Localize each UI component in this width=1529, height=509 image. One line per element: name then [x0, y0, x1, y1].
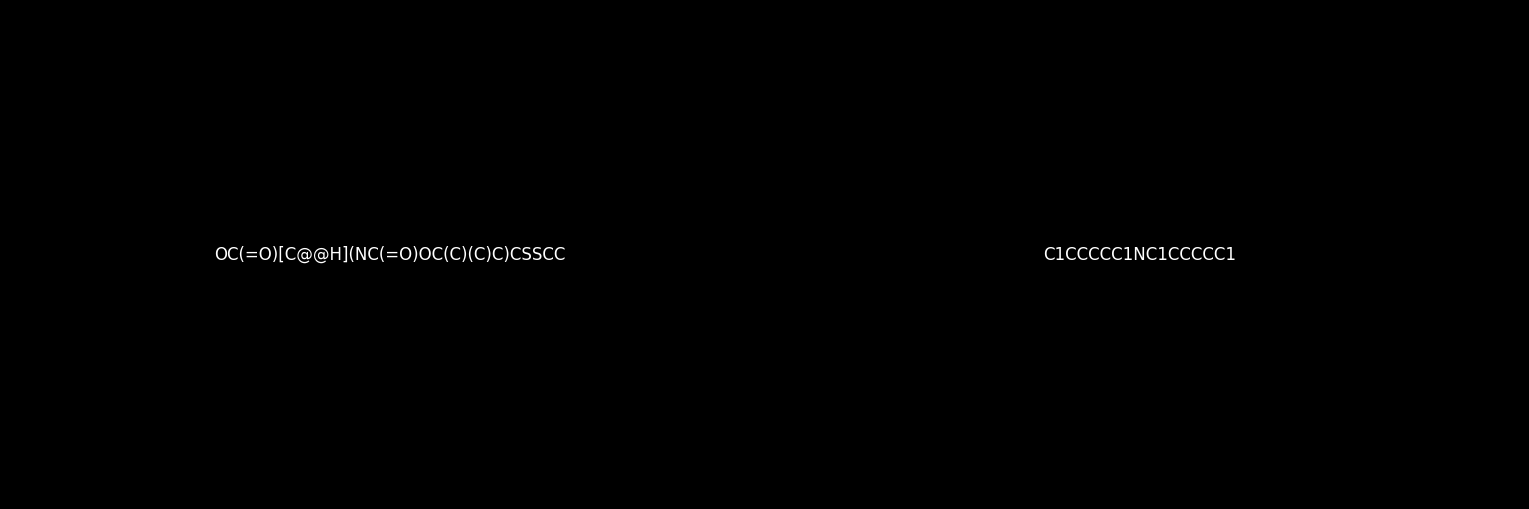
Text: OC(=O)[C@@H](NC(=O)OC(C)(C)C)CSSCC: OC(=O)[C@@H](NC(=O)OC(C)(C)C)CSSCC — [214, 245, 566, 264]
Text: C1CCCCC1NC1CCCCC1: C1CCCCC1NC1CCCCC1 — [1043, 245, 1235, 264]
